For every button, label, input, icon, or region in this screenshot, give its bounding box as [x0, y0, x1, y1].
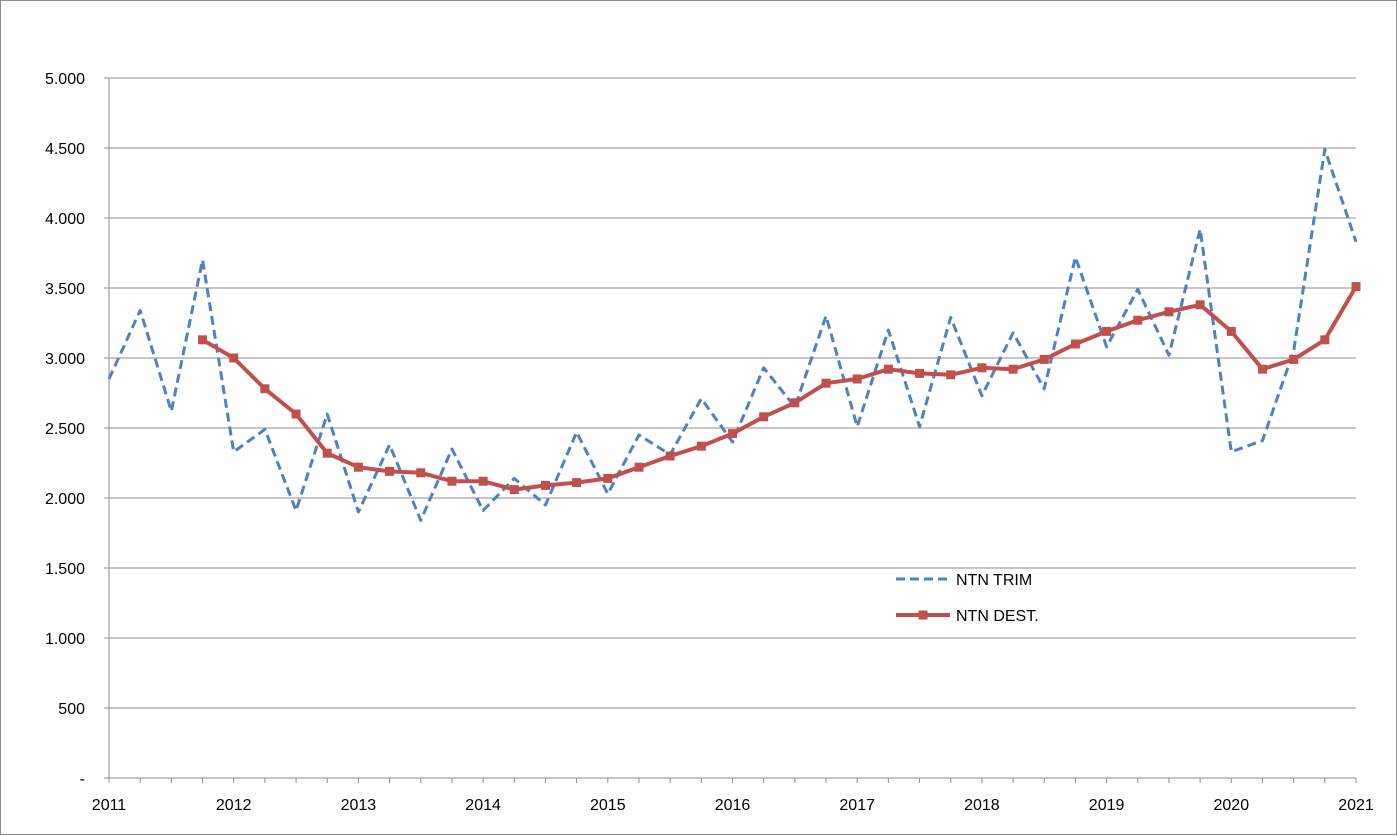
data-point-marker — [447, 476, 457, 486]
x-tick-label: 2020 — [1214, 797, 1250, 814]
data-point-marker — [696, 441, 706, 451]
data-point-marker — [977, 363, 987, 373]
series-lines — [107, 147, 1361, 522]
y-tick-label: 1.000 — [45, 631, 85, 648]
series-1 — [198, 282, 1361, 495]
x-tick-label: 2015 — [590, 797, 626, 814]
data-point-marker — [1320, 335, 1330, 345]
y-tick-label: 5.000 — [45, 71, 85, 88]
data-point-marker — [540, 480, 550, 490]
y-tick-label: - — [80, 771, 85, 788]
data-point-marker — [1133, 315, 1143, 325]
y-tick-label: 3.500 — [45, 281, 85, 298]
y-tick-label: 3.000 — [45, 351, 85, 368]
data-point-marker — [416, 468, 426, 478]
y-tick-label: 4.000 — [45, 211, 85, 228]
legend: NTN TRIM NTN DEST. — [896, 572, 1039, 625]
x-tick-label: 2017 — [839, 797, 875, 814]
legend-label: NTN TRIM — [956, 572, 1032, 589]
y-tick-label: 2.500 — [45, 421, 85, 438]
data-point-marker — [759, 412, 769, 422]
data-point-marker — [946, 370, 956, 380]
data-point-marker — [1039, 354, 1049, 364]
y-tick-label: 2.000 — [45, 491, 85, 508]
x-tick-label: 2019 — [1089, 797, 1125, 814]
data-point-marker — [1195, 300, 1205, 310]
data-point-marker — [1226, 326, 1236, 336]
data-point-marker — [883, 364, 893, 374]
x-tick-label: 2014 — [465, 797, 501, 814]
data-point-marker — [1008, 364, 1018, 374]
x-tick-label: 2018 — [964, 797, 1000, 814]
data-point-marker — [1164, 307, 1174, 317]
y-tick-label: 1.500 — [45, 561, 85, 578]
data-point-marker — [1351, 282, 1361, 292]
data-point-marker — [1102, 326, 1112, 336]
data-point-marker — [385, 466, 395, 476]
data-point-marker — [852, 374, 862, 384]
axes — [104, 77, 1357, 783]
x-tick-label: 2013 — [341, 797, 377, 814]
legend-marker — [918, 610, 928, 620]
data-point-marker — [603, 473, 613, 483]
x-tick-label: 2012 — [216, 797, 252, 814]
data-point-marker — [260, 384, 270, 394]
data-point-marker — [478, 476, 488, 486]
data-point-marker — [790, 398, 800, 408]
data-point-marker — [665, 451, 675, 461]
data-point-marker — [728, 429, 737, 439]
x-tick-label: 2011 — [92, 797, 127, 814]
y-tick-label: 500 — [58, 701, 85, 718]
data-point-marker — [1070, 339, 1080, 349]
series-line-ntn-trim — [107, 147, 1358, 522]
legend-label: NTN DEST. — [956, 608, 1039, 625]
data-point-marker — [1289, 354, 1299, 364]
data-point-marker — [1257, 364, 1267, 374]
y-tick-label: 4.500 — [45, 141, 85, 158]
data-point-marker — [291, 409, 301, 419]
data-point-marker — [634, 462, 644, 472]
data-point-marker — [915, 368, 925, 378]
data-point-marker — [353, 462, 363, 472]
data-point-marker — [821, 378, 831, 388]
series-line-ntn-dest — [200, 284, 1358, 492]
x-tick-label: 2021 — [1338, 797, 1374, 814]
y-axis-tick-labels: - 500 1.000 1.500 2.000 2.500 3.000 3.500 4.000 4… — [45, 71, 85, 788]
gridlines — [109, 77, 1356, 709]
data-point-marker — [198, 335, 208, 345]
data-point-marker — [572, 478, 582, 488]
data-point-marker — [229, 353, 239, 363]
series-0 — [107, 147, 1358, 522]
data-point-marker — [509, 485, 519, 495]
x-axis-tick-labels: 2011 2012 2013 2014 2015 2016 2017 2018 2019 2020… — [92, 797, 1374, 814]
x-tick-label: 2016 — [715, 797, 751, 814]
data-point-marker — [322, 448, 332, 458]
